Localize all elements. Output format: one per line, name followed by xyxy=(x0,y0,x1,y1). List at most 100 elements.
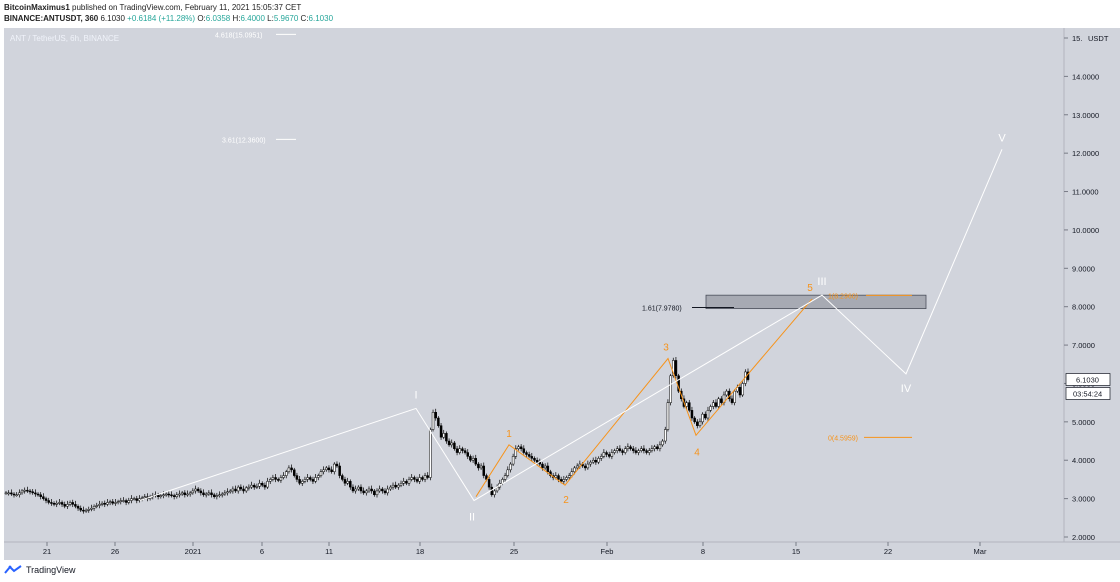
candle-body xyxy=(39,494,42,497)
candle-body xyxy=(354,488,357,492)
last-price-tag: 6.1030 xyxy=(1076,376,1099,385)
price-axis-background[interactable] xyxy=(1064,28,1120,542)
candle-body xyxy=(199,490,203,494)
time-tick-label: 6 xyxy=(260,547,264,556)
candle-body xyxy=(610,452,614,457)
candle-body xyxy=(383,490,387,494)
candle-body xyxy=(301,481,304,484)
candle-body xyxy=(672,360,675,377)
candle-body xyxy=(399,483,403,486)
price-tick-label: 12.0000 xyxy=(1072,149,1099,158)
candle-body xyxy=(31,491,34,494)
white-wave-label: I xyxy=(414,389,417,401)
candle-body xyxy=(108,501,112,503)
time-tick-label: 21 xyxy=(43,547,51,556)
candle-body xyxy=(407,479,411,484)
symbol-ohlc-line: BINANCE:ANTUSDT, 360 6.1030 +0.6184 (+11… xyxy=(4,14,333,23)
orange-sub-wave-count: 1 2 3 4 5 xyxy=(475,283,813,506)
plot-background xyxy=(4,28,1064,542)
candle-body xyxy=(709,406,712,411)
candle-body xyxy=(285,471,288,476)
candle-body xyxy=(389,486,392,490)
white-wave-path xyxy=(139,149,1003,502)
candle-body xyxy=(279,477,283,481)
candle-body xyxy=(525,452,528,455)
open-value: 6.0358 xyxy=(205,14,231,23)
candle-body xyxy=(84,509,88,512)
candle-body xyxy=(322,469,325,472)
candle-body xyxy=(482,465,486,476)
candle-body xyxy=(303,479,307,482)
candle-body xyxy=(258,483,261,487)
candle-body xyxy=(410,477,413,480)
candle-body xyxy=(391,484,395,488)
candle-body xyxy=(426,475,429,478)
close-value: 6.1030 xyxy=(308,14,334,23)
candle-body xyxy=(471,458,475,461)
fib-label-1: 1(8.2960) xyxy=(828,293,858,300)
candle-body xyxy=(653,446,656,449)
candle-body xyxy=(98,504,101,506)
candle-body xyxy=(514,448,518,457)
candle-body xyxy=(90,507,93,510)
candle-body xyxy=(586,463,590,469)
candle-body xyxy=(276,479,280,481)
candle-body xyxy=(103,502,107,505)
candle-body xyxy=(519,446,523,449)
white-wave-label: III xyxy=(817,276,826,288)
candle-body xyxy=(570,471,574,476)
candle-body xyxy=(664,429,667,442)
candle-body xyxy=(186,493,189,496)
tradingview-logo[interactable]: TradingView xyxy=(4,565,76,575)
chart-area[interactable]: ANT / TetherUS, 6h, BINANCE 15. 14.0000 13… xyxy=(0,28,1120,560)
candle-body xyxy=(231,488,235,492)
price-tick-label: 11.0000 xyxy=(1072,188,1099,197)
white-wave-label: IV xyxy=(901,383,912,395)
candle-body xyxy=(511,456,515,465)
candle-body xyxy=(82,509,85,512)
candle-body xyxy=(509,463,512,471)
price-change: +0.6184 (+11.28%) xyxy=(127,14,196,23)
candlestick-series xyxy=(4,356,750,514)
candle-body xyxy=(325,467,328,471)
author-name[interactable]: BitcoinMaximus1 xyxy=(4,3,70,12)
candle-body xyxy=(111,501,115,504)
candle-body xyxy=(127,500,131,503)
candle-body xyxy=(172,495,176,497)
candle-body xyxy=(170,494,173,497)
candle-body xyxy=(733,390,736,403)
candle-body xyxy=(50,502,53,504)
candle-body xyxy=(333,463,336,472)
candle-body xyxy=(445,433,448,442)
candle-body xyxy=(583,465,587,469)
candle-body xyxy=(591,459,595,463)
candle-body xyxy=(690,410,694,419)
price-tick-label: 9.0000 xyxy=(1072,264,1095,273)
candle-body xyxy=(212,494,216,497)
candle-body xyxy=(319,471,323,476)
candle-body xyxy=(44,498,48,501)
candle-body xyxy=(143,496,147,499)
candle-body xyxy=(215,495,219,497)
candle-body xyxy=(175,494,179,497)
candle-body xyxy=(317,475,320,478)
low-value: 5.9670 xyxy=(273,14,299,23)
candle-body xyxy=(295,475,299,480)
candle-body xyxy=(738,387,742,396)
candle-body xyxy=(47,500,50,503)
candle-body xyxy=(314,477,317,482)
time-axis-ticks: 21 26 2021 6 11 18 25 Feb 8 15 22 Mar xyxy=(43,542,987,556)
fibonacci-levels: 4.618(15.0951) 3.61(12.3600) 1.61(7.9780) 1… xyxy=(215,32,912,442)
candle-body xyxy=(535,459,539,463)
candle-body xyxy=(527,454,531,457)
price-tick-label: 8.0000 xyxy=(1072,303,1095,312)
candle-body xyxy=(669,375,672,403)
price-chart[interactable]: ANT / TetherUS, 6h, BINANCE 15.14.000013… xyxy=(0,28,1120,560)
time-axis-background[interactable] xyxy=(4,542,1120,560)
countdown-tag-box xyxy=(1065,387,1111,400)
candle-body xyxy=(191,490,195,494)
candle-body xyxy=(629,446,632,449)
candle-body xyxy=(362,490,365,494)
candle-body xyxy=(106,502,109,505)
candle-body xyxy=(674,360,678,377)
